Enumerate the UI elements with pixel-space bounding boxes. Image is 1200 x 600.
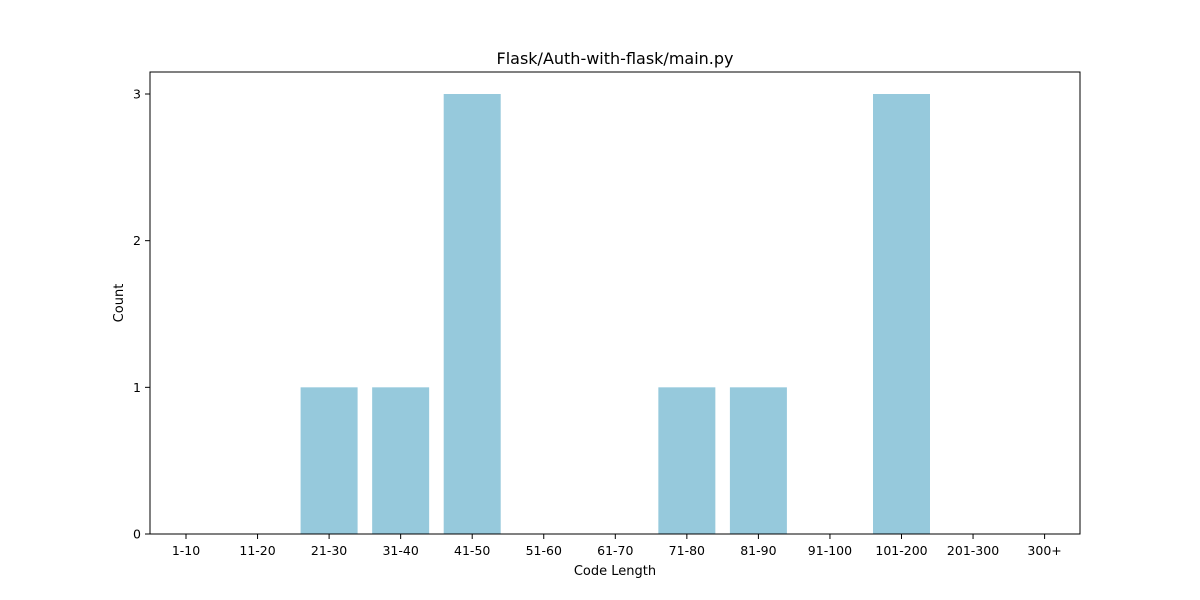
y-tick-label: 0	[133, 527, 141, 542]
x-tick-label: 51-60	[526, 543, 562, 558]
y-tick-label: 3	[133, 87, 141, 102]
bars-layer	[300, 94, 930, 534]
bar-31-40	[372, 387, 430, 534]
bar-81-90	[729, 387, 787, 534]
bar-21-30	[300, 387, 358, 534]
x-tick-label: 1-10	[172, 543, 200, 558]
x-axis-label: Code Length	[574, 564, 656, 579]
x-tick-label: 71-80	[669, 543, 705, 558]
x-tick-label: 11-20	[239, 543, 275, 558]
bar-71-80	[658, 387, 716, 534]
x-tick-label: 300+	[1027, 543, 1061, 558]
x-tick-label: 101-200	[875, 543, 927, 558]
y-axis: 0 1 2 3	[133, 87, 150, 542]
y-axis-label: Count	[112, 284, 127, 323]
x-tick-label: 21-30	[311, 543, 347, 558]
bar-41-50	[443, 94, 501, 534]
plot-frame	[149, 71, 1081, 535]
x-tick-label: 61-70	[597, 543, 633, 558]
x-axis: 1-10 11-20 21-30 31-40 41-50 51-60 61-70 71-80 8…	[172, 534, 1062, 558]
y-tick-label: 2	[133, 233, 141, 248]
y-tick-label: 1	[133, 380, 141, 395]
x-tick-label: 201-300	[947, 543, 999, 558]
x-tick-label: 91-100	[808, 543, 852, 558]
x-tick-label: 81-90	[740, 543, 776, 558]
x-tick-label: 31-40	[382, 543, 418, 558]
x-tick-label: 41-50	[454, 543, 490, 558]
chart-title: Flask/Auth-with-flask/main.py	[497, 49, 734, 68]
bar-101-200	[873, 94, 930, 534]
